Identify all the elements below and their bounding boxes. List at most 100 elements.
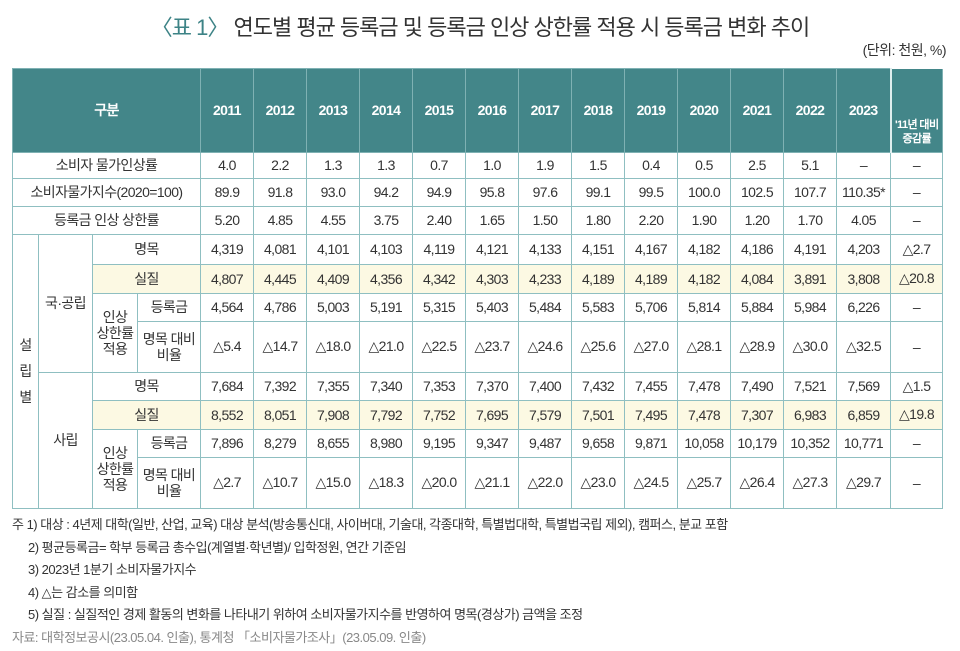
table-row: 소비자물가지수(2020=100) 89.9 91.8 93.0 94.2 94.9 95.… — [12, 177, 943, 207]
value-cell: 5.1 — [783, 151, 837, 179]
change-cell: △2.7 — [890, 233, 943, 265]
cap-label-line: 상한률 — [96, 460, 134, 477]
value-cell: △28.1 — [677, 320, 731, 373]
value-cell: 6,983 — [783, 399, 837, 430]
change-cell: △20.8 — [890, 263, 943, 294]
value-cell: △22.0 — [518, 456, 572, 509]
value-cell: 4,303 — [465, 263, 519, 294]
value-cell: 7,307 — [730, 399, 784, 430]
value-cell: 95.8 — [465, 177, 519, 207]
value-cell: 5,706 — [624, 292, 678, 322]
change-cell: – — [890, 456, 943, 509]
header-year: 2012 — [253, 68, 307, 153]
value-cell: 3.75 — [359, 205, 413, 235]
value-cell: 5,484 — [518, 292, 572, 322]
change-cell: – — [890, 177, 943, 207]
note-2: 2) 평균등록금= 학부 등록금 총수입(계열별·학년별)/ 입학정원, 연간 … — [28, 539, 407, 555]
value-cell: △21.1 — [465, 456, 519, 509]
value-cell: 4,182 — [677, 233, 731, 265]
value-cell: 7,355 — [306, 371, 360, 401]
ratio-label-line: 비율 — [156, 482, 182, 499]
value-cell: 4,103 — [359, 233, 413, 265]
value-cell: 1.50 — [518, 205, 572, 235]
row-label-ratio: 명목 대비 비율 — [137, 456, 201, 509]
value-cell: 6,226 — [836, 292, 891, 322]
change-cell: – — [890, 320, 943, 373]
notes: 주 1) 대상 : 4년제 대학(일반, 산업, 교육) 대상 분석(방송통신대… — [12, 514, 728, 649]
section-label: 국·공립 — [38, 233, 93, 373]
header-row: 구분 2011 2012 2013 2014 2015 2016 2017 2018 2019 2… — [12, 68, 943, 153]
value-cell: 9,347 — [465, 428, 519, 458]
value-cell: 5,583 — [571, 292, 625, 322]
group-label-char: 별 — [19, 389, 32, 405]
value-cell: 4,564 — [200, 292, 254, 322]
value-cell: 7,353 — [412, 371, 466, 401]
header-year: 2013 — [306, 68, 360, 153]
header-year: 2022 — [783, 68, 837, 153]
value-cell: 4,786 — [253, 292, 307, 322]
value-cell: △18.0 — [306, 320, 360, 373]
value-cell: 7,455 — [624, 371, 678, 401]
header-year: 2011 — [200, 68, 254, 153]
value-cell: 7,495 — [624, 399, 678, 430]
value-cell: 99.1 — [571, 177, 625, 207]
row-label: 소비자 물가인상률 — [12, 151, 201, 179]
header-year: 2016 — [465, 68, 519, 153]
value-cell: 6,859 — [836, 399, 891, 430]
table-row: 명목 대비 비율 △5.4 △14.7 △18.0 △21.0 △22.5 △23.7 △24.… — [13, 320, 943, 373]
value-cell: 110.35* — [836, 177, 891, 207]
header-year: 2023 — [836, 68, 891, 153]
value-cell: △18.3 — [359, 456, 413, 509]
table-row: 설 립 별 국·공립 명목 4,319 4,081 4,101 4,103 4,119 4,121 4… — [12, 233, 943, 509]
value-cell: 7,752 — [412, 399, 466, 430]
table-row: 명목 대비 비율 △2.7 △10.7 △15.0 △18.3 △20.0 △21.1 △22.… — [13, 456, 943, 509]
value-cell: 93.0 — [306, 177, 360, 207]
value-cell: 89.9 — [200, 177, 254, 207]
value-cell: 4,191 — [783, 233, 837, 265]
value-cell: △23.7 — [465, 320, 519, 373]
value-cell: 1.3 — [306, 151, 360, 179]
value-cell: 5,984 — [783, 292, 837, 322]
value-cell: 5,403 — [465, 292, 519, 322]
row-label-tuition: 등록금 — [137, 292, 201, 322]
section-label: 사립 — [38, 371, 93, 509]
value-cell: 7,695 — [465, 399, 519, 430]
value-cell: 4,319 — [200, 233, 254, 265]
value-cell: 7,478 — [677, 371, 731, 401]
header-year: 2019 — [624, 68, 678, 153]
table-row: 인상 상한률 적용 등록금 7,896 8,279 8,655 8,980 9,195 9,347… — [13, 428, 943, 509]
value-cell: △25.6 — [571, 320, 625, 373]
value-cell: 7,908 — [306, 399, 360, 430]
value-cell: 2.20 — [624, 205, 678, 235]
cap-label-line: 상한률 — [96, 324, 134, 341]
value-cell: 4.55 — [306, 205, 360, 235]
value-cell: 7,478 — [677, 399, 731, 430]
value-cell: 1.3 — [359, 151, 413, 179]
value-cell: 8,980 — [359, 428, 413, 458]
value-cell: 7,340 — [359, 371, 413, 401]
header-group: 구분 — [12, 68, 201, 153]
value-cell: 7,432 — [571, 371, 625, 401]
value-cell: 100.0 — [677, 177, 731, 207]
value-cell: 7,684 — [200, 371, 254, 401]
unit-label: (단위: 천원, %) — [862, 42, 947, 58]
row-label: 등록금 인상 상한률 — [12, 205, 201, 235]
row-label: 소비자물가지수(2020=100) — [12, 177, 201, 207]
value-cell: 10,771 — [836, 428, 891, 458]
table-row: 사립 명목 7,684 7,392 7,355 7,340 7,353 7,370 7,400 7… — [13, 371, 943, 509]
value-cell: △22.5 — [412, 320, 466, 373]
cap-applied-label: 인상 상한률 적용 — [92, 428, 138, 509]
value-cell: 4,409 — [306, 263, 360, 294]
value-cell: 9,195 — [412, 428, 466, 458]
group-label-char: 립 — [19, 363, 32, 379]
value-cell: 1.70 — [783, 205, 837, 235]
table-row: 등록금 인상 상한률 5.20 4.85 4.55 3.75 2.40 1.65 1.50 1.… — [12, 205, 943, 235]
value-cell: △25.7 — [677, 456, 731, 509]
value-cell: 1.20 — [730, 205, 784, 235]
cap-applied-label: 인상 상한률 적용 — [92, 292, 138, 373]
table-number: 〈표 1〉 — [150, 15, 230, 40]
value-cell: 0.4 — [624, 151, 678, 179]
value-cell: 4,233 — [518, 263, 572, 294]
value-cell: 9,658 — [571, 428, 625, 458]
value-cell: 4,807 — [200, 263, 254, 294]
